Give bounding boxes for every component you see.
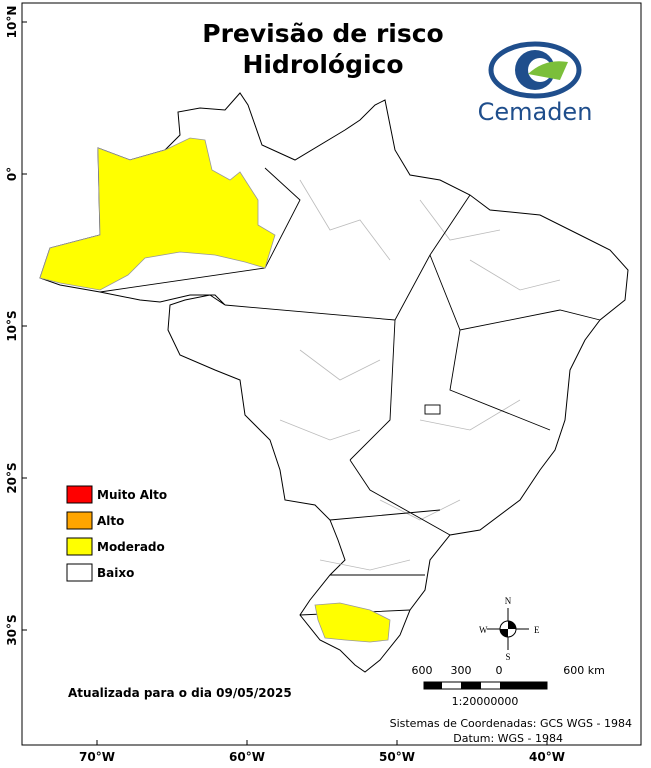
scale-label: 300 [451,664,472,677]
compass-letter: N [505,596,512,606]
lat-label: 10°S [5,310,19,341]
lat-label: 0° [5,167,19,181]
logo-text: Cemaden [478,98,593,126]
title-line: Previsão de risco [202,19,443,48]
legend-swatch [66,563,93,582]
lat-label: 20°S [5,462,19,493]
legend-label: Muito Alto [97,488,167,502]
legend-label: Baixo [97,566,134,580]
graticule: 10°N 0° 10°S 20°S 30°S 70°W 60°W 50°W 40°W [5,6,565,764]
scale-bar: 600 300 0 600 km 1:20000000 [412,664,605,708]
municipal-borders [279,179,561,571]
legend-swatch [66,537,93,556]
lon-label: 60°W [229,750,265,764]
legend-label: Alto [97,514,124,528]
lat-label: 10°N [5,6,19,39]
logo: Cemaden [478,41,593,126]
compass: N E S W [479,596,540,662]
lon-label: 40°W [529,750,565,764]
compass-letter: S [505,652,510,662]
coordinate-system: Sistemas de Coordenadas: GCS WGS - 1984 [390,717,632,730]
moderate-region [314,602,391,643]
title-line: Hidrológico [242,50,403,79]
lon-label: 70°W [79,750,115,764]
legend: Muito Alto Alto Moderado Baixo [66,485,167,582]
scale-label: 600 km [563,664,605,677]
scale-label: 600 [412,664,433,677]
scale-ratio: 1:20000000 [452,695,519,708]
scale-label: 0 [496,664,503,677]
update-note: Atualizada para o dia 09/05/2025 [68,686,292,700]
legend-swatch [66,485,93,504]
compass-letter: W [479,625,488,635]
datum: Datum: WGS - 1984 [453,732,563,745]
legend-swatch [66,511,93,530]
lon-label: 50°W [379,750,415,764]
moderate-region [39,137,276,291]
legend-label: Moderado [97,540,165,554]
compass-letter: E [534,625,540,635]
lat-label: 30°S [5,614,19,645]
